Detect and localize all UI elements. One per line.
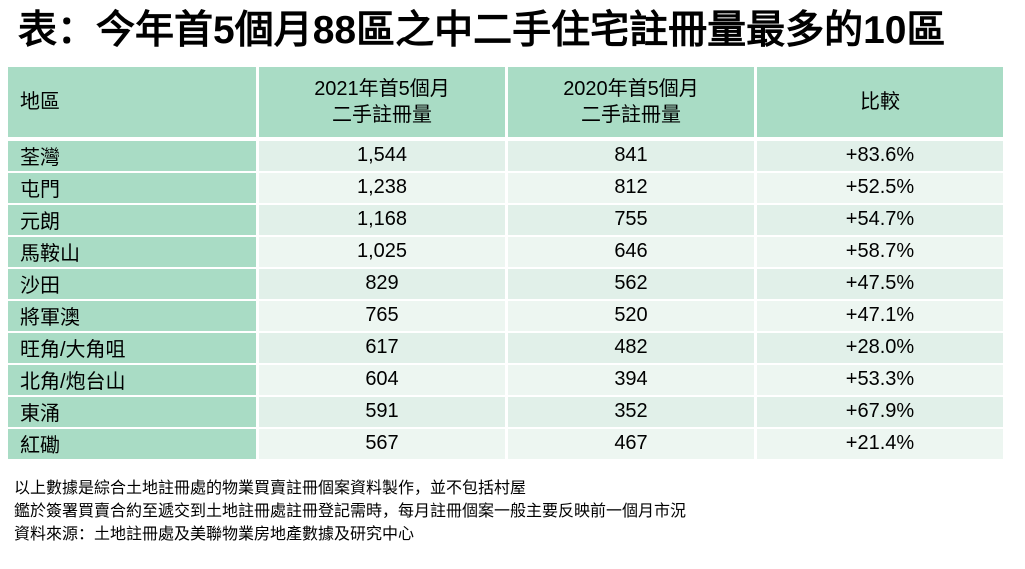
cell-district: 旺角/大角咀 — [8, 332, 256, 363]
cell-2021: 1,025 — [259, 236, 505, 267]
table-row: 屯門 1,238 812 +52.5% — [8, 172, 1003, 203]
table-row: 將軍澳 765 520 +47.1% — [8, 300, 1003, 331]
cell-2020: 841 — [508, 140, 754, 171]
table-row: 沙田 829 562 +47.5% — [8, 268, 1003, 299]
footnote-line: 鑑於簽署買賣合約至遞交到土地註冊處註冊登記需時，每月註冊個案一般主要反映前一個月… — [14, 502, 687, 520]
cell-change: +54.7% — [757, 204, 1003, 235]
cell-2021: 1,168 — [259, 204, 505, 235]
data-table: 地區 2021年首5個月 二手註冊量 2020年首5個月 二手註冊量 比較 荃灣… — [8, 66, 1003, 459]
cell-district: 沙田 — [8, 268, 256, 299]
cell-district: 將軍澳 — [8, 300, 256, 331]
cell-2021: 765 — [259, 300, 505, 331]
cell-2021: 617 — [259, 332, 505, 363]
cell-district: 馬鞍山 — [8, 236, 256, 267]
cell-2020: 646 — [508, 236, 754, 267]
cell-district: 荃灣 — [8, 140, 256, 171]
footnote-line: 以上數據是綜合土地註冊處的物業買賣註冊個案資料製作，並不包括村屋 — [14, 479, 527, 497]
cell-2021: 567 — [259, 428, 505, 459]
cell-2021: 1,238 — [259, 172, 505, 203]
cell-2020: 812 — [508, 172, 754, 203]
table-body: 荃灣 1,544 841 +83.6% 屯門 1,238 812 +52.5% … — [8, 140, 1003, 459]
cell-district: 北角/炮台山 — [8, 364, 256, 395]
table-row: 北角/炮台山 604 394 +53.3% — [8, 364, 1003, 395]
cell-change: +21.4% — [757, 428, 1003, 459]
cell-district: 元朗 — [8, 204, 256, 235]
header-cell-comparison: 比較 — [757, 66, 1003, 137]
cell-2021: 829 — [259, 268, 505, 299]
cell-2021: 604 — [259, 364, 505, 395]
table-row: 荃灣 1,544 841 +83.6% — [8, 140, 1003, 171]
cell-district: 東涌 — [8, 396, 256, 427]
cell-2020: 467 — [508, 428, 754, 459]
page-title: 表：今年首5個月88區之中二手住宅註冊量最多的10區 — [18, 9, 946, 52]
cell-change: +52.5% — [757, 172, 1003, 203]
cell-2020: 755 — [508, 204, 754, 235]
cell-change: +53.3% — [757, 364, 1003, 395]
header-cell-2020: 2020年首5個月 二手註冊量 — [508, 66, 754, 137]
cell-2020: 394 — [508, 364, 754, 395]
footnote-line: 資料來源：土地註冊處及美聯物業房地產數據及研究中心 — [14, 525, 415, 543]
cell-district: 紅磡 — [8, 428, 256, 459]
table-row: 紅磡 567 467 +21.4% — [8, 428, 1003, 459]
cell-district: 屯門 — [8, 172, 256, 203]
table-row: 旺角/大角咀 617 482 +28.0% — [8, 332, 1003, 363]
cell-change: +58.7% — [757, 236, 1003, 267]
footnotes: 以上數據是綜合土地註冊處的物業買賣註冊個案資料製作，並不包括村屋 鑑於簽署買賣合… — [14, 477, 1025, 546]
table-row: 元朗 1,168 755 +54.7% — [8, 204, 1003, 235]
cell-2021: 1,544 — [259, 140, 505, 171]
header-cell-2021: 2021年首5個月 二手註冊量 — [259, 66, 505, 137]
cell-change: +47.1% — [757, 300, 1003, 331]
table-header-row: 地區 2021年首5個月 二手註冊量 2020年首5個月 二手註冊量 比較 — [8, 66, 1003, 137]
table-row: 東涌 591 352 +67.9% — [8, 396, 1003, 427]
table-row: 馬鞍山 1,025 646 +58.7% — [8, 236, 1003, 267]
cell-2020: 352 — [508, 396, 754, 427]
cell-change: +28.0% — [757, 332, 1003, 363]
cell-2021: 591 — [259, 396, 505, 427]
header-cell-district: 地區 — [8, 66, 256, 137]
cell-change: +83.6% — [757, 140, 1003, 171]
cell-change: +47.5% — [757, 268, 1003, 299]
cell-2020: 520 — [508, 300, 754, 331]
cell-change: +67.9% — [757, 396, 1003, 427]
cell-2020: 482 — [508, 332, 754, 363]
cell-2020: 562 — [508, 268, 754, 299]
